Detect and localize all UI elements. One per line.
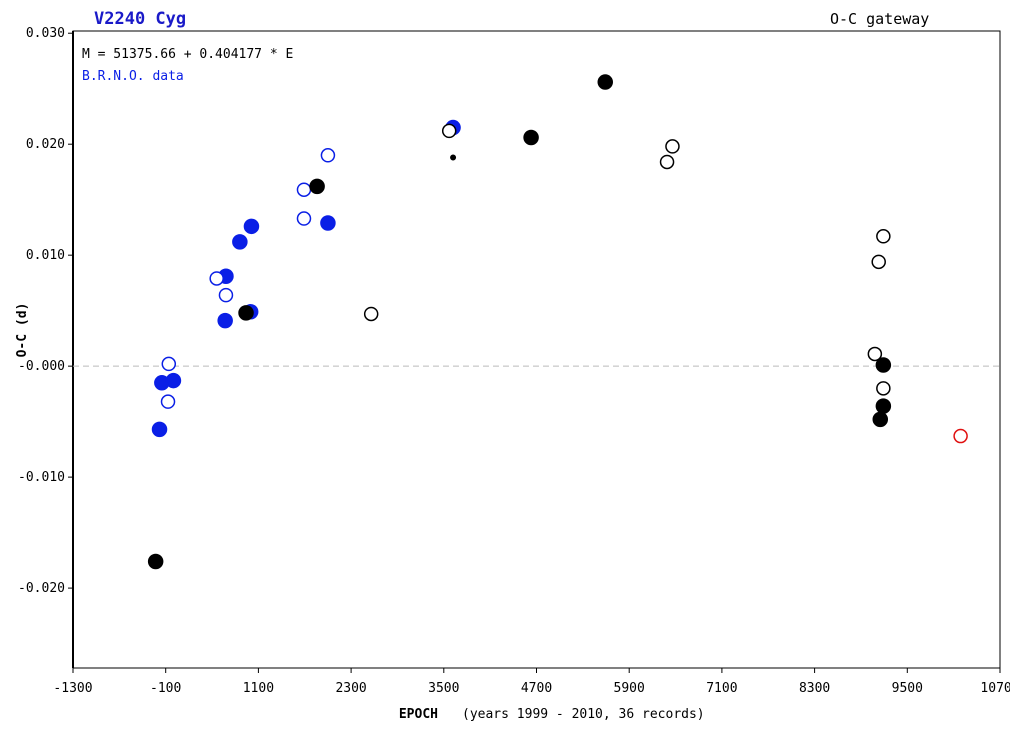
chart-title: V2240 Cyg (94, 9, 186, 29)
blue-filled-point (151, 421, 168, 438)
y-tick-label: 0.030 (26, 26, 65, 41)
blue-open-point (296, 182, 312, 197)
blue-open-point (296, 211, 312, 226)
black-filled-point (238, 305, 254, 321)
black-open-point (441, 123, 457, 139)
blue-open-point (320, 148, 336, 163)
blue-open-point (161, 356, 177, 372)
x-axis-note: (years 1999 - 2010, 36 records) (462, 707, 705, 722)
x-tick-label: 3500 (428, 681, 459, 696)
blue-filled-point (320, 215, 336, 231)
blue-filled-point (165, 372, 182, 389)
blue-filled-point (243, 218, 260, 235)
black-filled-point (875, 398, 892, 414)
red-open-point (953, 428, 968, 444)
x-tick-label: 5900 (614, 681, 645, 696)
y-tick-label: 0.020 (26, 137, 65, 152)
y-tick-label: 0.010 (26, 248, 65, 263)
x-tick-label: 2300 (335, 681, 366, 696)
black-small-point (450, 154, 457, 161)
black-filled-point (309, 178, 325, 195)
x-tick-label: 4700 (521, 681, 552, 696)
x-ticks: -1300 -100 1100 2300 3500 4700 5900 7100 8300 950… (53, 668, 1010, 696)
x-tick-label: 8300 (799, 681, 830, 696)
black-filled-point (875, 357, 892, 373)
black-open-point (659, 154, 675, 170)
blue-filled-point (232, 234, 248, 250)
gateway-label: O-C gateway (830, 10, 929, 28)
blue-open-point (209, 271, 224, 286)
formula-annotation: M = 51375.66 + 0.404177 * E (82, 47, 293, 62)
blue-filled-point (217, 312, 233, 329)
x-tick-label: 7100 (706, 681, 737, 696)
black-filled-point (597, 74, 614, 90)
x-axis-label: EPOCH (399, 707, 438, 722)
black-filled-point (872, 411, 889, 428)
black-open-point (363, 306, 379, 322)
blue-open-point (218, 287, 234, 303)
data-points (147, 74, 968, 570)
y-tick-label: -0.010 (18, 470, 65, 485)
y-tick-label: -0.000 (18, 359, 65, 374)
x-tick-label: 1100 (243, 681, 274, 696)
source-annotation: B.R.N.O. data (82, 69, 184, 84)
plot-border (72, 30, 1001, 669)
y-ticks: 0.030 0.020 0.010 -0.000 -0.010 -0.020 (18, 26, 73, 596)
y-tick-label: -0.020 (18, 581, 65, 596)
black-open-point (871, 254, 886, 270)
x-tick-label: -1300 (53, 681, 92, 696)
y-axis-label: O-C (d) (15, 303, 30, 358)
black-open-point (876, 381, 891, 396)
black-filled-point (147, 553, 164, 570)
black-open-point (876, 229, 891, 244)
black-open-point (867, 346, 883, 362)
x-tick-label: 9500 (892, 681, 923, 696)
black-filled-point (523, 129, 539, 146)
black-open-point (665, 139, 680, 154)
blue-open-point (160, 394, 176, 409)
x-tick-label: -100 (150, 681, 181, 696)
